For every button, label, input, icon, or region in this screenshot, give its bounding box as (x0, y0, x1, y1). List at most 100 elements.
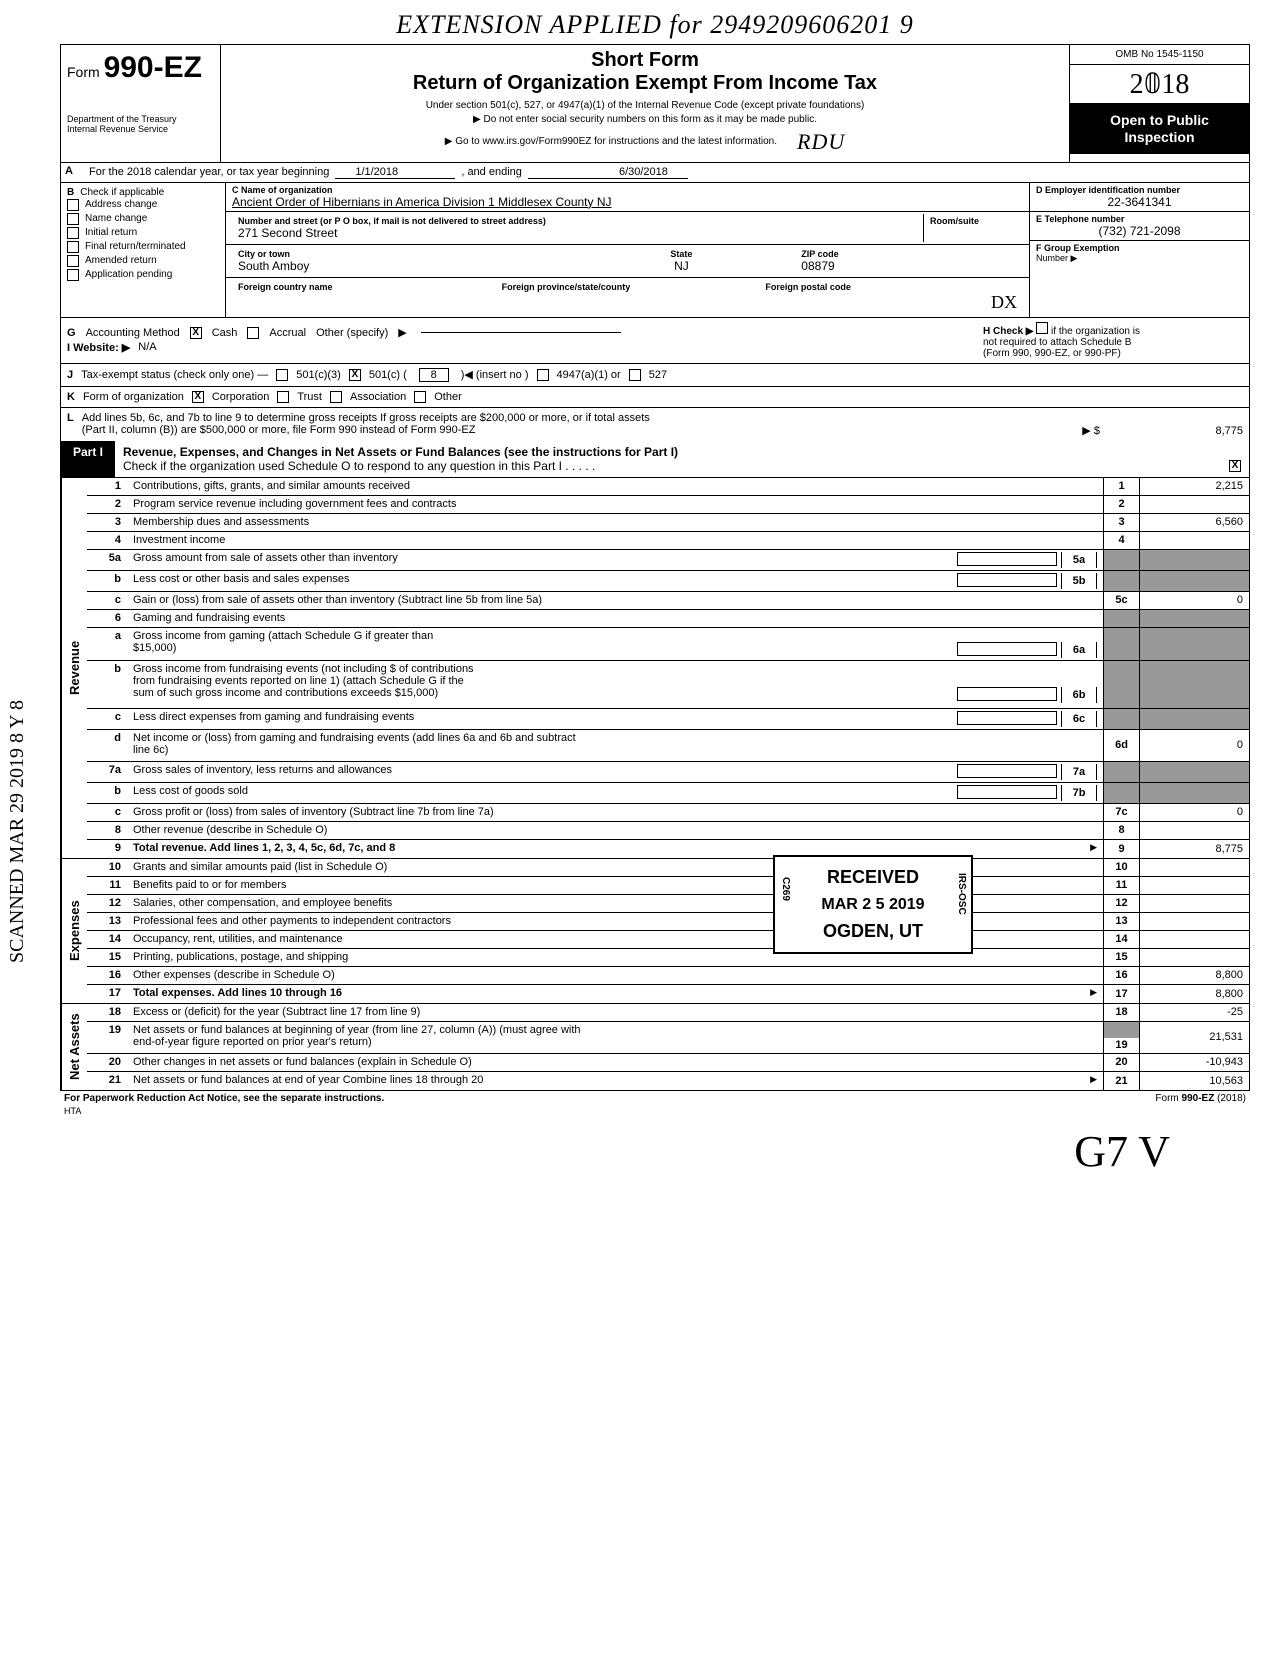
line-l-row: L Add lines 5b, 6c, and 7b to line 9 to … (60, 408, 1250, 441)
form-title-block: Short Form Return of Organization Exempt… (221, 45, 1069, 162)
lbl-other-specify: Other (specify) (316, 327, 388, 339)
lbl-application-pending: Application pending (85, 269, 172, 280)
line-a-row: A For the 2018 calendar year, or tax yea… (60, 163, 1250, 183)
ein: 22-3641341 (1036, 195, 1243, 209)
line-a-text1: For the 2018 calendar year, or tax year … (89, 166, 329, 178)
line8-val (1139, 822, 1249, 839)
line1-val: 2,215 (1139, 478, 1249, 495)
chk-corporation[interactable]: X (192, 391, 204, 403)
line19-val: 21,531 (1139, 1022, 1249, 1053)
lbl-527: 527 (649, 369, 667, 381)
line5b-desc: Less cost or other basis and sales expen… (127, 571, 1103, 591)
phone: (732) 721-2098 (1036, 224, 1243, 238)
line3-desc: Membership dues and assessments (127, 514, 1103, 531)
line6a-desc: Gross income from gaming (attach Schedul… (127, 628, 1103, 660)
label-city: City or town (238, 249, 562, 259)
line15-desc: Printing, publications, postage, and shi… (127, 949, 1103, 966)
label-ein: D Employer identification number (1036, 185, 1243, 195)
h-text2: not required to attach Schedule B (983, 337, 1243, 348)
line5c-desc: Gain or (loss) from sale of assets other… (127, 592, 1103, 609)
chk-final-return[interactable] (67, 241, 79, 253)
label-org-name: C Name of organization (232, 185, 1023, 195)
chk-name-change[interactable] (67, 213, 79, 225)
expenses-section: Expenses 10 Grants and similar amounts p… (60, 859, 1250, 1004)
chk-initial-return[interactable] (67, 227, 79, 239)
line16-desc: Other expenses (describe in Schedule O) (127, 967, 1103, 984)
label-a: A (61, 163, 83, 182)
line17-val: 8,800 (1139, 985, 1249, 1003)
label-i-website: I Website: ▶ (67, 341, 130, 354)
footer-hta: HTA (60, 1106, 1250, 1116)
section-def: D Employer identification number 22-3641… (1029, 183, 1249, 317)
chk-527[interactable] (629, 369, 641, 381)
line20-val: -10,943 (1139, 1054, 1249, 1071)
lbl-cash: Cash (212, 327, 238, 339)
lbl-final-return: Final return/terminated (85, 241, 186, 252)
lbl-501c-suffix: )◀ (insert no ) (461, 368, 529, 381)
chk-amended-return[interactable] (67, 255, 79, 267)
line18-val: -25 (1139, 1004, 1249, 1021)
label-h: H Check ▶ (983, 326, 1033, 337)
chk-cash[interactable]: X (190, 327, 202, 339)
chk-accrual[interactable] (247, 327, 259, 339)
open-to-public: Open to Public Inspection (1070, 104, 1249, 154)
line5c-val: 0 (1139, 592, 1249, 609)
part1-subtitle: Check if the organization used Schedule … (123, 459, 595, 473)
signature-initials: G7 V (60, 1126, 1250, 1177)
subtitle-2: ▶ Do not enter social security numbers o… (229, 113, 1061, 127)
form-number: 990-EZ (104, 51, 202, 84)
chk-schedule-o[interactable]: X (1229, 460, 1241, 472)
chk-4947[interactable] (537, 369, 549, 381)
line15-val (1139, 949, 1249, 966)
lbl-4947: 4947(a)(1) or (557, 369, 621, 381)
lbl-amended-return: Amended return (85, 255, 157, 266)
label-foreign-country: Foreign country name (238, 282, 490, 292)
subtitle-1: Under section 501(c), 527, or 4947(a)(1)… (229, 99, 1061, 113)
section-c: C Name of organization Ancient Order of … (226, 183, 1029, 317)
chk-application-pending[interactable] (67, 269, 79, 281)
chk-trust[interactable] (277, 391, 289, 403)
omb-number: OMB No 1545-1150 (1070, 45, 1249, 65)
label-state: State (574, 249, 790, 259)
line6b-desc: Gross income from fundraising events (no… (127, 661, 1103, 708)
line7b-desc: Less cost of goods sold7b (127, 783, 1103, 803)
lbl-association: Association (350, 391, 406, 403)
other-method-field[interactable] (421, 332, 621, 333)
line2-desc: Program service revenue including govern… (127, 496, 1103, 513)
part1-tab: Part I (61, 441, 115, 477)
line20-desc: Other changes in net assets or fund bala… (127, 1054, 1103, 1071)
lbl-address-change: Address change (85, 199, 157, 210)
chk-address-change[interactable] (67, 199, 79, 211)
label-foreign-province: Foreign province/state/county (502, 282, 754, 292)
chk-association[interactable] (330, 391, 342, 403)
org-name: Ancient Order of Hibernians in America D… (232, 195, 1023, 209)
side-label-netassets: Net Assets (61, 1004, 87, 1090)
handwritten-margin-note: SCANNED MAR 29 2019 8 Y 8 (6, 700, 29, 963)
line12-desc: Salaries, other compensation, and employ… (127, 895, 1103, 912)
side-label-expenses: Expenses (61, 859, 87, 1003)
lbl-initial-return: Initial return (85, 227, 137, 238)
side-label-revenue: Revenue (61, 478, 87, 858)
line17-desc: Total expenses. Add lines 10 through 16▶ (127, 985, 1103, 1003)
line-k-row: K Form of organization XCorporation Trus… (60, 387, 1250, 408)
lbl-501c3: 501(c)(3) (296, 369, 341, 381)
org-info-block: B Check if applicable Address change Nam… (60, 183, 1250, 318)
line6-desc: Gaming and fundraising events (127, 610, 1103, 627)
chk-schedule-b[interactable] (1036, 322, 1048, 334)
chk-other-org[interactable] (414, 391, 426, 403)
city: South Amboy (238, 259, 562, 273)
h-text3: (Form 990, 990-EZ, or 990-PF) (983, 348, 1243, 359)
line14-desc: Occupancy, rent, utilities, and maintena… (127, 931, 1103, 948)
handwritten-header: EXTENSION APPLIED for 2949209606201 9 (60, 10, 1250, 40)
revenue-section: Revenue 1Contributions, gifts, grants, a… (60, 478, 1250, 859)
chk-501c[interactable]: X (349, 369, 361, 381)
chk-501c3[interactable] (276, 369, 288, 381)
l-text2: (Part II, column (B)) are $500,000 or mo… (82, 424, 476, 437)
line4-val (1139, 532, 1249, 549)
footer-right: Form 990-EZ (2018) (1155, 1093, 1246, 1104)
form-header: Form 990-EZ Department of the Treasury I… (60, 44, 1250, 163)
line21-val: 10,563 (1139, 1072, 1249, 1090)
state: NJ (574, 259, 790, 273)
line16-val: 8,800 (1139, 967, 1249, 984)
tax-exempt-label: Tax-exempt status (check only one) — (81, 369, 268, 381)
